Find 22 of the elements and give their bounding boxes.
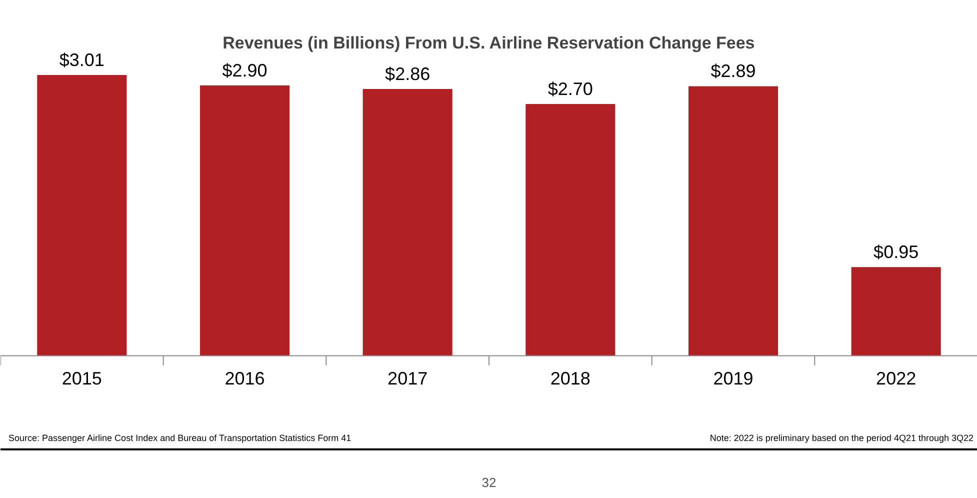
- data-label: $3.01: [59, 50, 104, 70]
- x-tick-label: 2016: [224, 368, 265, 389]
- bar: [851, 267, 941, 356]
- x-tick-label: 2022: [876, 368, 916, 389]
- bar: [37, 75, 127, 356]
- x-tick-label: 2018: [550, 368, 590, 389]
- x-tick-label: 2019: [713, 368, 754, 389]
- text: 32: [482, 475, 496, 490]
- bar: [200, 85, 290, 356]
- data-label: $0.95: [874, 242, 919, 262]
- chart-title: Revenues (in Billions) From U.S. Airline Reservation Change Fees: [222, 34, 755, 52]
- bar: [688, 86, 778, 356]
- data-label: $2.86: [385, 64, 430, 84]
- data-label: $2.89: [710, 61, 756, 82]
- x-tick-label: 2015: [62, 368, 102, 389]
- data-label: $2.90: [222, 60, 268, 80]
- bar: [526, 104, 616, 356]
- x-tick-label: 2017: [388, 368, 428, 389]
- text: Note: 2022 is preliminary based on the period 4Q21 through 3Q22: [710, 433, 974, 444]
- bar: [362, 89, 452, 356]
- data-label: $2.70: [548, 78, 593, 99]
- source-note: Source: Passenger Airline Cost Index and Bureau of Transportation Statistics Form 41: [8, 433, 352, 444]
